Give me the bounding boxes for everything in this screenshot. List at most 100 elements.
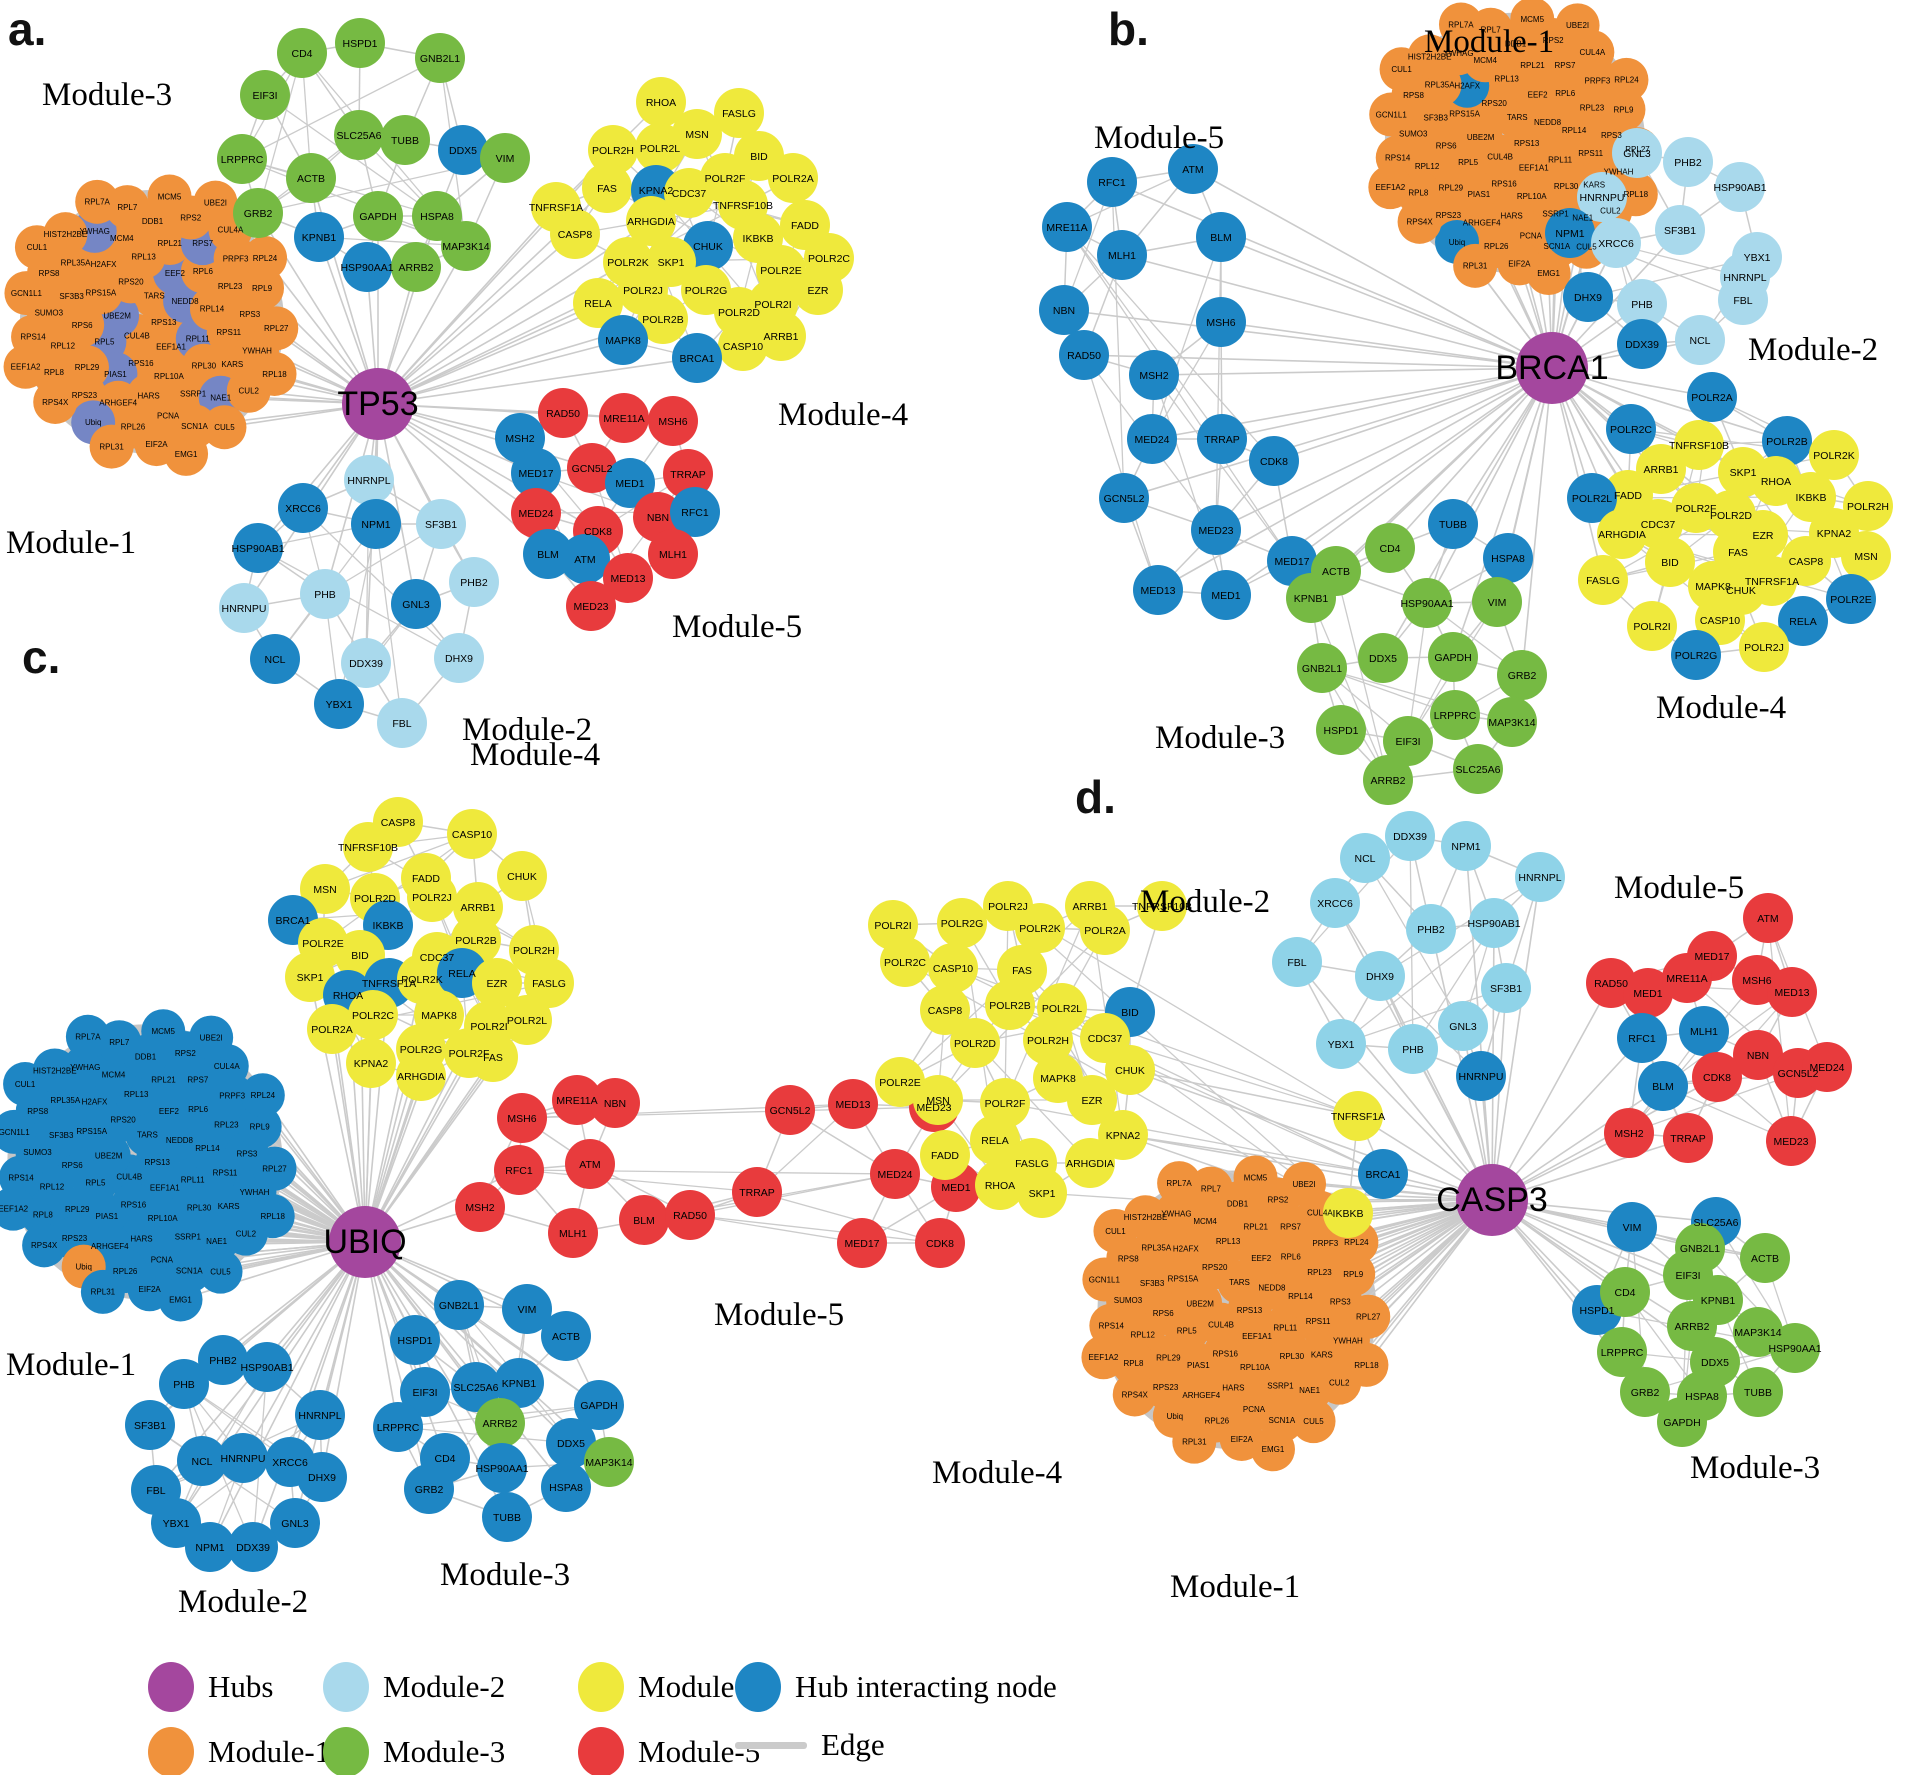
module-label-d-module-3: Module-3: [1690, 1450, 1820, 1486]
node-label-polr2a: POLR2A: [772, 173, 813, 185]
node-label-mre11a: MRE11A: [556, 1095, 597, 1107]
edge: [364, 1241, 600, 1406]
node-label-casp8: CASP8: [558, 229, 593, 241]
node-label-eef1a2: EEF1A2: [1089, 1353, 1119, 1362]
node-label-rpl11: RPL11: [186, 335, 210, 344]
hub-node-ubiq: [329, 1206, 401, 1278]
node-label-med13: MED13: [1140, 585, 1175, 597]
node-rpl31: [89, 424, 134, 469]
node-label-sf3b1: SF3B1: [425, 519, 457, 531]
node-label-cdc37: CDC37: [672, 188, 707, 200]
node-label-kpnb1: KPNB1: [1701, 1295, 1736, 1307]
edge: [1111, 181, 1553, 369]
node-hsp90aa1: [1402, 578, 1452, 628]
node-rad50: [1059, 330, 1109, 380]
node-label-npm1: NPM1: [1451, 841, 1480, 853]
node-phb: [300, 569, 350, 619]
node-rfc1: [670, 487, 720, 537]
node-label-pias1: PIAS1: [1468, 190, 1491, 199]
edge: [377, 339, 624, 405]
node-label-tubb: TUBB: [1744, 1387, 1772, 1399]
node-label-arhgdia: ARHGDIA: [1066, 1158, 1114, 1170]
node-label-map3k14: MAP3K14: [1488, 717, 1535, 729]
node-label-dhx9: DHX9: [308, 1472, 336, 1484]
node-ddx39: [228, 1522, 278, 1572]
edge: [1153, 367, 1553, 376]
module-label-d-module-1: Module-1: [1170, 1569, 1300, 1605]
node-label-rpl26: RPL26: [121, 422, 146, 431]
node-label-rpl7: RPL7: [109, 1038, 130, 1047]
edge: [1491, 1199, 1717, 1223]
node-label-rpl30: RPL30: [187, 1203, 212, 1212]
node-label-fas: FAS: [1728, 547, 1748, 559]
node-tnfrsf10b: [1137, 881, 1187, 931]
panel-letter-c: c.: [22, 631, 61, 683]
node-hsp90aa1: [477, 1443, 527, 1493]
node-label-arrb1: ARRB1: [1643, 464, 1678, 476]
node-label-grb2: GRB2: [1631, 1387, 1660, 1399]
node-ube2i: [193, 180, 238, 225]
node-label-rpl30: RPL30: [192, 362, 217, 371]
node-map3k14: [441, 221, 491, 271]
node-label-rpl6: RPL6: [188, 1105, 209, 1114]
node-vim: [502, 1284, 552, 1334]
node-cul5: [198, 1249, 243, 1294]
edge: [209, 1241, 366, 1548]
node-label-rela: RELA: [584, 298, 611, 310]
node-rpl27: [254, 306, 299, 351]
node-label-arhgef4: ARHGEF4: [1182, 1391, 1220, 1400]
node-med24: [870, 1149, 920, 1199]
node-label-eif2a: EIF2A: [1231, 1435, 1254, 1444]
node-arhgdia: [626, 196, 676, 246]
node-tubb: [380, 115, 430, 165]
node-label-polr2c: POLR2C: [884, 957, 926, 969]
node-rpl7a: [1438, 2, 1483, 47]
node-label-casp10: CASP10: [452, 829, 492, 841]
node-label-casp10: CASP10: [1700, 615, 1740, 627]
node-label-ywhah: YWHAH: [240, 1188, 270, 1197]
node-label-ncl: NCL: [191, 1456, 212, 1468]
node-label-msh2: MSH2: [465, 1202, 494, 1214]
node-gcn1l1: [0, 1109, 37, 1154]
node-rpl18: [250, 1194, 295, 1239]
node-label-med23: MED23: [1198, 525, 1233, 537]
node-label-ddx39: DDX39: [236, 1542, 270, 1554]
node-label-cd4: CD4: [1614, 1287, 1635, 1299]
node-label-kpna2: KPNA2: [1817, 528, 1852, 540]
node-label-trrap: TRRAP: [1670, 1133, 1706, 1145]
node-label-rpl26: RPL26: [1484, 242, 1509, 251]
node-label-msh2: MSH2: [1614, 1128, 1643, 1140]
node-label-rps3: RPS3: [239, 310, 260, 319]
node-msh2: [455, 1182, 505, 1232]
node-label-rpl11: RPL11: [181, 1175, 205, 1184]
node-label-mcm4: MCM4: [102, 1070, 126, 1079]
node-label-kars: KARS: [218, 1202, 240, 1211]
node-label-ubiq: Ubiq: [1167, 1412, 1183, 1421]
node-label-rpl5: RPL5: [1458, 158, 1479, 167]
node-cdk8: [915, 1218, 965, 1268]
node-label-rpl27: RPL27: [264, 324, 289, 333]
node-polr2c: [1606, 404, 1656, 454]
node-label-rps20: RPS20: [110, 1116, 136, 1125]
node-hsp90ab1: [1469, 898, 1519, 948]
node-label-atm: ATM: [579, 1159, 600, 1171]
node-casp10: [928, 943, 978, 993]
node-label-polr2j: POLR2J: [623, 285, 663, 297]
node-label-rps23: RPS23: [62, 1234, 88, 1243]
node-label-nae1: NAE1: [1572, 214, 1593, 223]
node-label-cul2: CUL2: [1329, 1378, 1350, 1387]
node-label-ubiq: Ubiq: [1449, 238, 1465, 247]
node-label-mlh1: MLH1: [659, 549, 687, 561]
node-label-bid: BID: [351, 950, 369, 962]
node-label-kars: KARS: [1583, 180, 1605, 189]
node-fas: [582, 163, 632, 213]
node-label-rps3: RPS3: [1330, 1297, 1351, 1306]
node-label-pias1: PIAS1: [1187, 1361, 1210, 1370]
node-label-ubiq: Ubiq: [85, 418, 101, 427]
node-label-eef1a2: EEF1A2: [0, 1205, 29, 1214]
node-label-rps23: RPS23: [1436, 211, 1462, 220]
node-label-blm: BLM: [537, 549, 559, 561]
node-label-polr2h: POLR2H: [1027, 1035, 1069, 1047]
node-label-ncl: NCL: [1689, 335, 1710, 347]
node-ikbkb: [1786, 472, 1836, 522]
